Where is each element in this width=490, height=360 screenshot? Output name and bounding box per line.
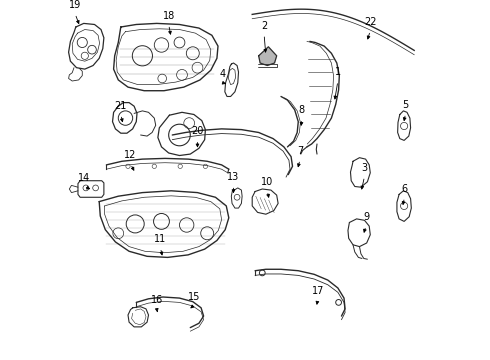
Text: 2: 2: [261, 21, 267, 31]
Text: 15: 15: [188, 292, 200, 302]
Text: 6: 6: [401, 184, 408, 194]
Text: 11: 11: [154, 234, 167, 244]
Polygon shape: [259, 47, 277, 66]
Text: 18: 18: [163, 11, 175, 21]
Text: 12: 12: [124, 150, 137, 160]
Text: 9: 9: [363, 212, 369, 222]
Text: 10: 10: [261, 177, 273, 187]
Text: 7: 7: [297, 146, 303, 156]
Text: 8: 8: [299, 105, 305, 115]
Text: 22: 22: [364, 17, 376, 27]
Text: 5: 5: [402, 100, 409, 110]
Text: 1: 1: [335, 67, 341, 77]
Text: 21: 21: [115, 101, 127, 111]
Text: 16: 16: [151, 295, 163, 305]
Text: 19: 19: [69, 0, 81, 10]
Text: 3: 3: [362, 163, 368, 173]
Text: 20: 20: [191, 126, 204, 136]
Text: 14: 14: [77, 173, 90, 183]
Text: 17: 17: [312, 286, 324, 296]
Text: 4: 4: [220, 69, 226, 79]
Text: 13: 13: [227, 172, 240, 182]
